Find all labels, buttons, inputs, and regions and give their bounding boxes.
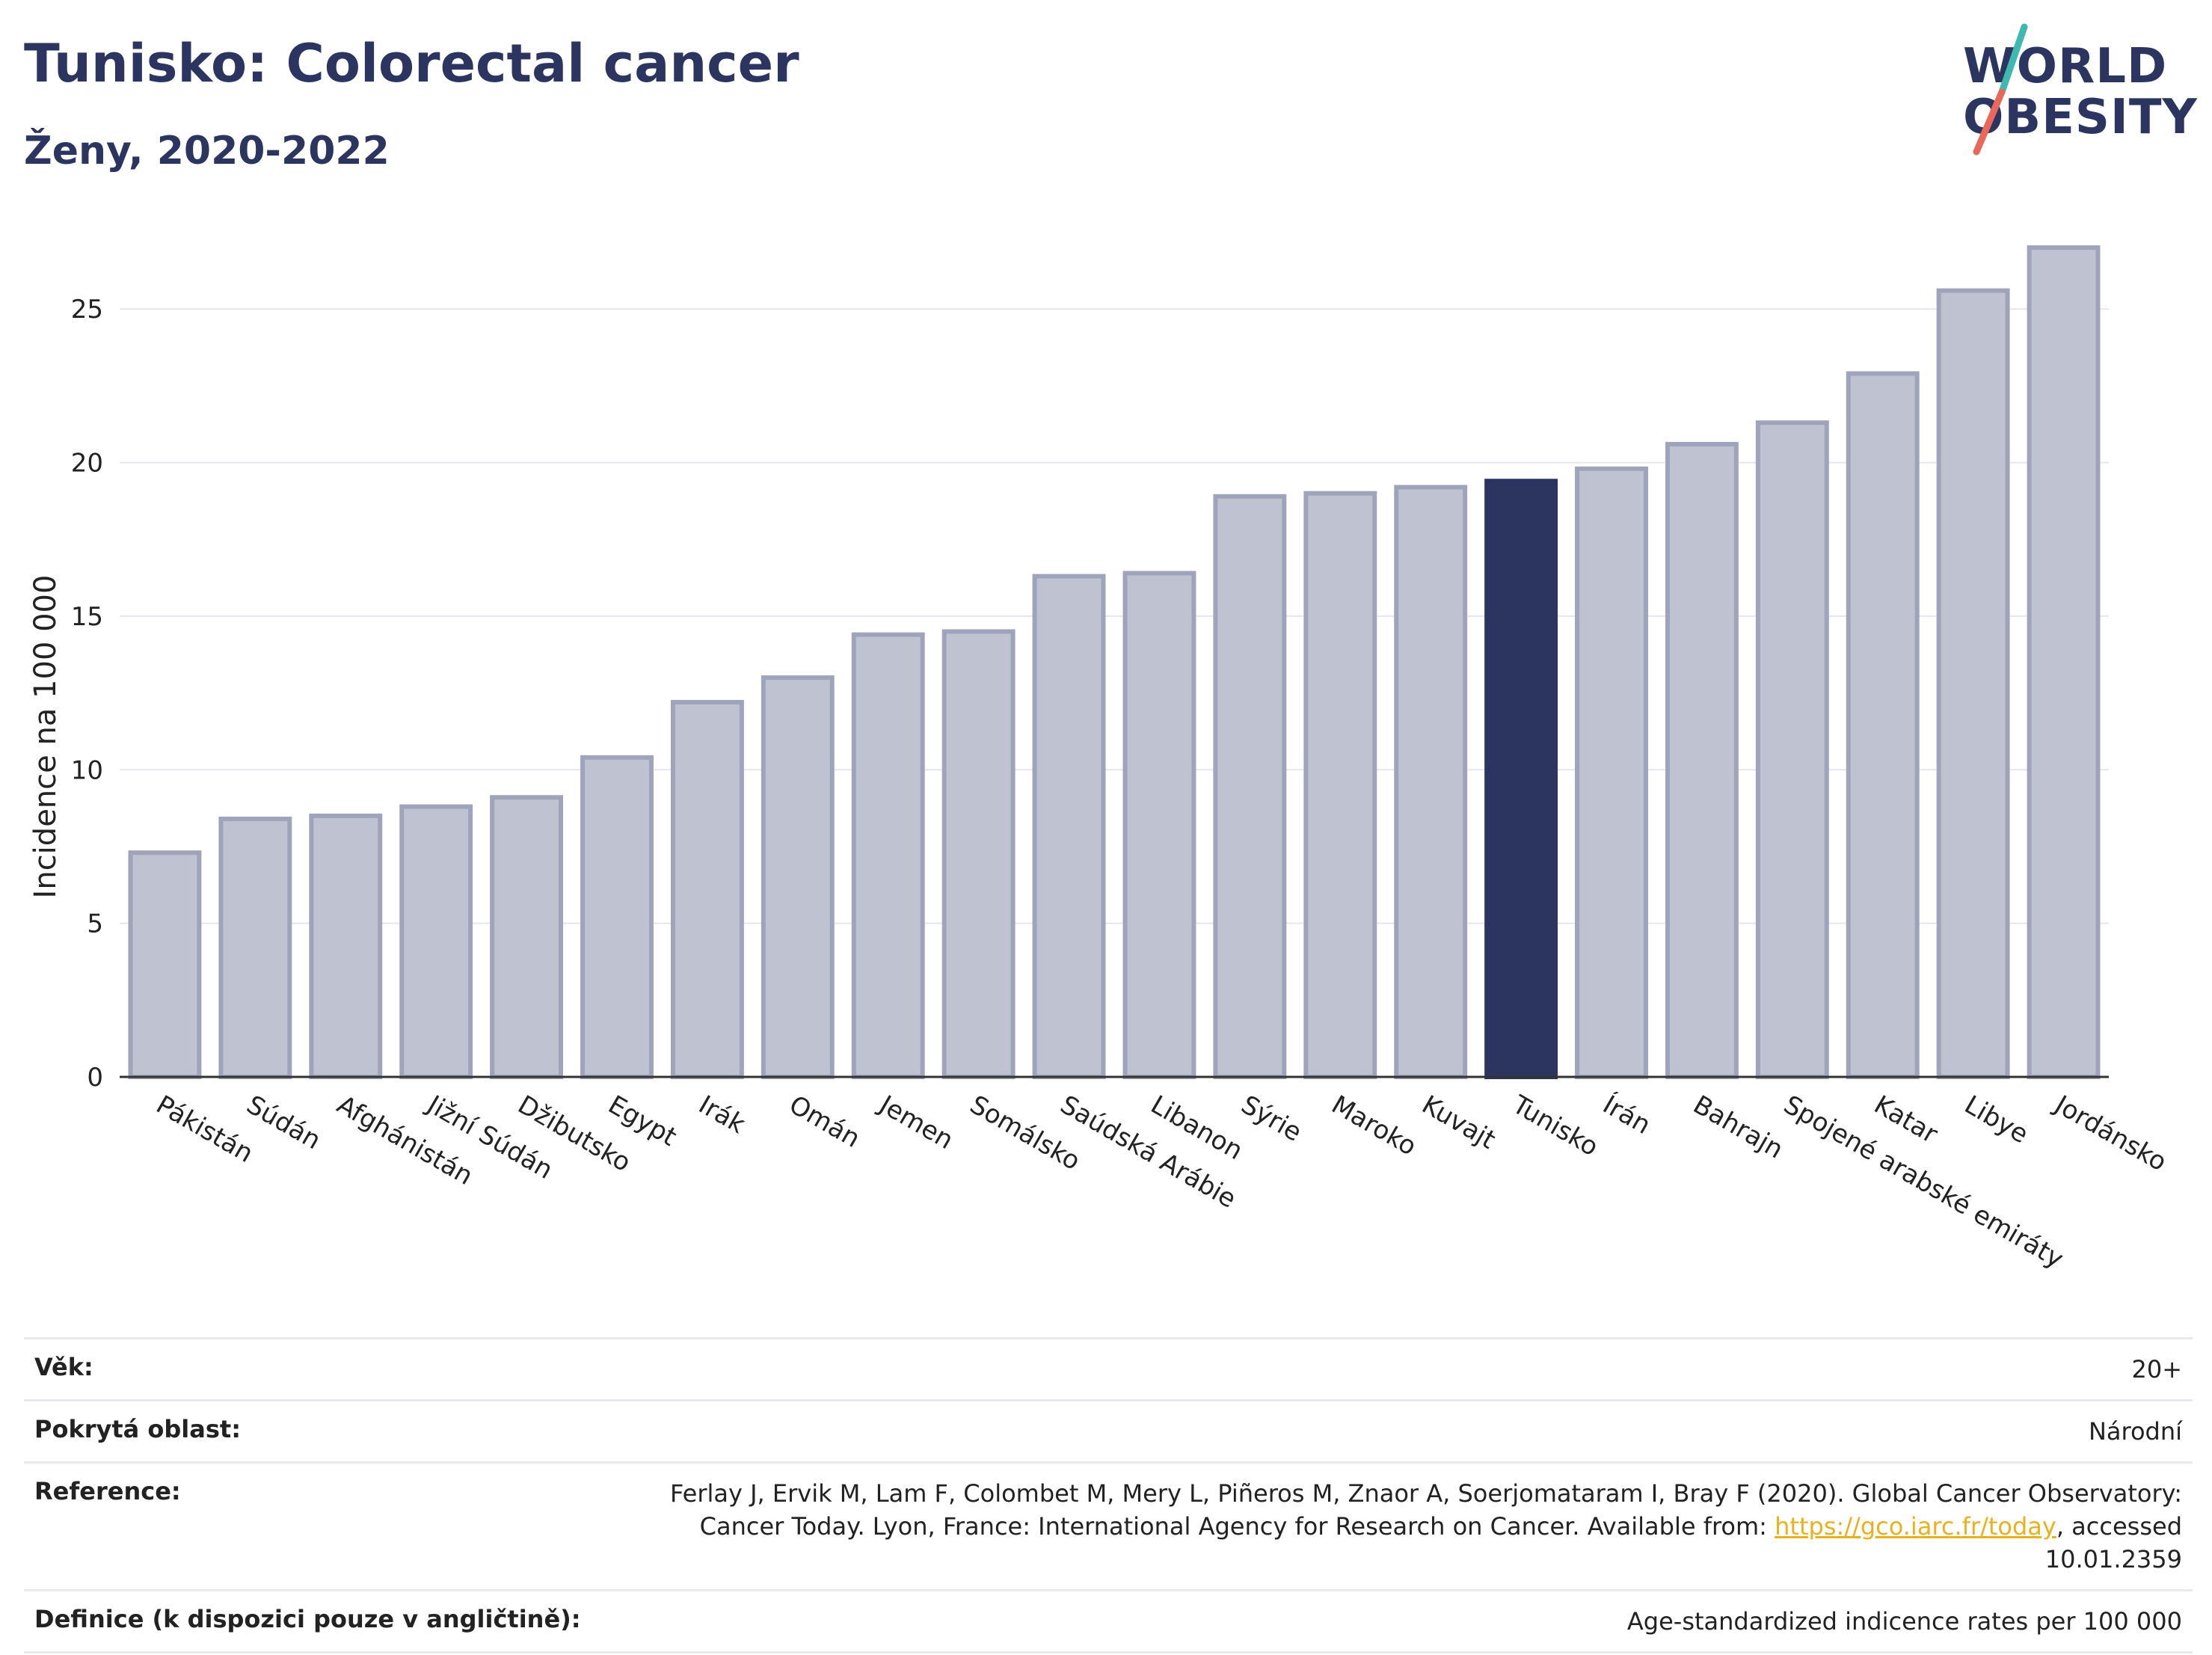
meta-ref-accessed: , accessed 10.01.2359 bbox=[2044, 1512, 2182, 1573]
y-tick-label: 25 bbox=[71, 295, 103, 325]
x-tick-label: Írán bbox=[1598, 1089, 1656, 1140]
meta-row-area: Pokrytá oblast: Národní bbox=[24, 1399, 2193, 1461]
x-tick-label: Irák bbox=[693, 1090, 750, 1140]
meta-row-reference: Reference: Ferlay J, Ervik M, Lam F, Col… bbox=[24, 1461, 2193, 1589]
bar bbox=[1665, 441, 1739, 1079]
meta-def-label: Definice (k dispozici pouze v angličtině… bbox=[34, 1605, 581, 1633]
x-tick-label: Pákistán bbox=[151, 1090, 258, 1169]
logo-word-world: WORLD bbox=[1963, 39, 2168, 94]
bar bbox=[218, 817, 292, 1079]
x-tick-label: Kuvajt bbox=[1417, 1090, 1501, 1155]
bar bbox=[399, 804, 473, 1079]
y-tick-label: 15 bbox=[71, 602, 103, 632]
bar bbox=[2027, 245, 2101, 1080]
bar bbox=[128, 850, 202, 1080]
bar bbox=[670, 699, 744, 1080]
bar bbox=[1122, 571, 1196, 1079]
x-tick-label: Omán bbox=[784, 1090, 865, 1154]
bar bbox=[1936, 288, 2010, 1080]
bar-highlight bbox=[1484, 479, 1558, 1079]
bar bbox=[309, 813, 383, 1080]
y-tick-label: 20 bbox=[71, 449, 103, 479]
meta-ref-value: Ferlay J, Ervik M, Lam F, Colombet M, Me… bbox=[612, 1477, 2182, 1576]
x-tick-label: Tunisko bbox=[1507, 1090, 1603, 1163]
y-axis-title: Incidence na 100 000 bbox=[28, 575, 63, 899]
bar bbox=[1213, 494, 1287, 1079]
x-tick-label: Libye bbox=[1959, 1090, 2033, 1149]
chart-subtitle: Ženy, 2020-2022 bbox=[24, 129, 390, 174]
x-tick-label: Bahrajn bbox=[1688, 1090, 1788, 1164]
world-obesity-logo: WORLD OBESITY bbox=[1956, 21, 2202, 163]
bar bbox=[1394, 485, 1468, 1079]
metadata-table: Věk: 20+ Pokrytá oblast: Národní Referen… bbox=[24, 1337, 2193, 1654]
y-tick-label: 5 bbox=[87, 909, 103, 939]
logo-slash-icon bbox=[1973, 23, 2028, 156]
bar bbox=[851, 632, 925, 1079]
meta-ref-label: Reference: bbox=[34, 1477, 181, 1505]
bar bbox=[1303, 491, 1377, 1079]
meta-area-value: Národní bbox=[2088, 1417, 2182, 1446]
meta-ref-text: Ferlay J, Ervik M, Lam F, Colombet M, Me… bbox=[670, 1479, 2182, 1541]
meta-def-value: Age-standardized indicence rates per 100… bbox=[1626, 1607, 2182, 1636]
meta-age-value: 20+ bbox=[2131, 1355, 2182, 1384]
bar bbox=[1032, 574, 1106, 1079]
y-tick-label: 0 bbox=[87, 1063, 103, 1093]
bar bbox=[1575, 466, 1648, 1079]
bar bbox=[761, 675, 835, 1079]
x-tick-label: Maroko bbox=[1327, 1090, 1422, 1161]
y-tick-label: 10 bbox=[71, 755, 103, 785]
bar bbox=[1755, 420, 1829, 1079]
bar bbox=[490, 795, 564, 1079]
meta-row-definition: Definice (k dispozici pouze v angličtině… bbox=[24, 1589, 2193, 1654]
reference-link[interactable]: https://gco.iarc.fr/today bbox=[1775, 1512, 2056, 1541]
meta-area-label: Pokrytá oblast: bbox=[34, 1415, 241, 1443]
x-tick-label: Jemen bbox=[873, 1089, 958, 1155]
meta-row-age: Věk: 20+ bbox=[24, 1337, 2193, 1399]
chart-title: Tunisko: Colorectal cancer bbox=[24, 33, 799, 94]
bar bbox=[580, 755, 654, 1079]
x-tick-label: Jordánsko bbox=[2048, 1089, 2172, 1177]
meta-age-label: Věk: bbox=[34, 1353, 93, 1381]
bar bbox=[1846, 371, 1920, 1079]
bar bbox=[941, 629, 1016, 1079]
